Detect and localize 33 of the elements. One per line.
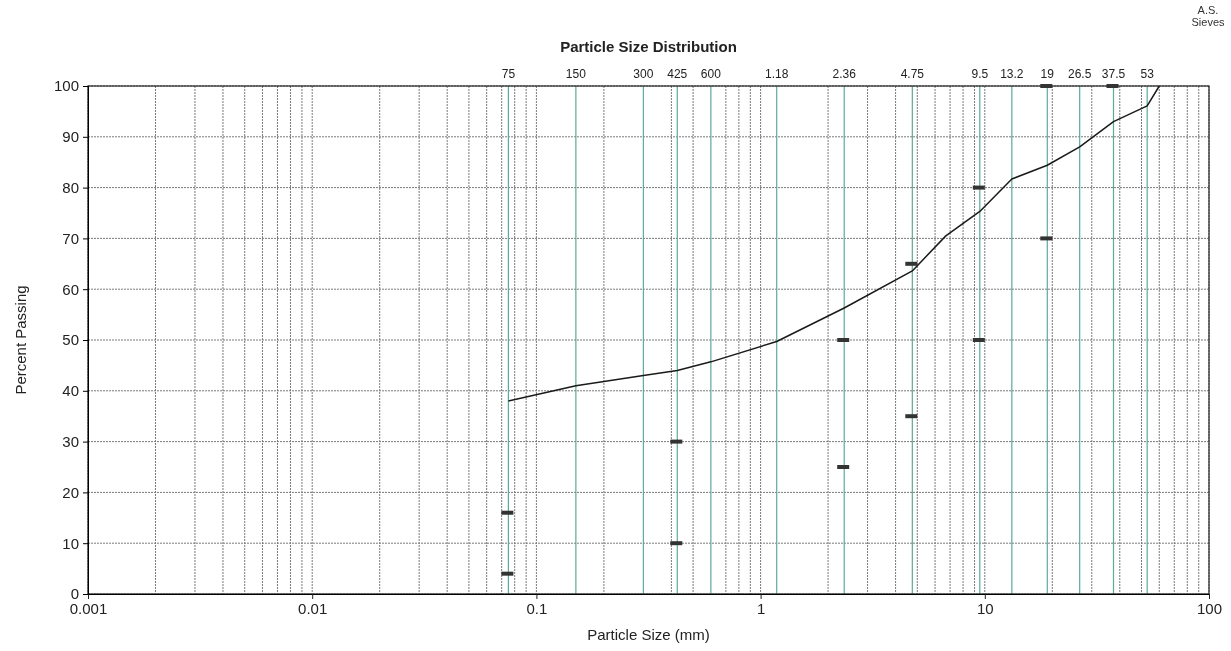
ref-line-label: 150 [565, 67, 587, 81]
y-tick-label: 30 [62, 432, 79, 450]
ref-line-label: 13.2 [1000, 67, 1024, 81]
ref-line-label: 1.18 [765, 67, 789, 81]
x-tick-label: 1 [756, 599, 766, 617]
y-tick-label: 80 [62, 178, 79, 196]
chart-title: Particle Size Distribution [560, 38, 737, 55]
y-tick-label: 50 [62, 331, 79, 349]
ref-line-label: 26.5 [1068, 67, 1092, 81]
text: A.S. Sieves [1191, 4, 1225, 28]
ref-line-label: 53 [1140, 67, 1155, 81]
x-tick-label: 100 [1196, 599, 1223, 617]
y-tick-label: 60 [62, 280, 79, 298]
y-tick-label: 10 [62, 534, 79, 552]
y-tick-label: 70 [62, 229, 79, 247]
y-tick-label: 20 [62, 483, 79, 501]
y-axis-title: Percent Passing [12, 285, 29, 395]
ref-line-label: 19 [1040, 67, 1055, 81]
y-tick-label: 40 [62, 382, 79, 400]
ref-line-label: 2.36 [832, 67, 857, 81]
x-tick-label: 0.1 [526, 599, 548, 617]
ref-line-label: 75 [501, 67, 516, 81]
ref-line-label: 9.5 [971, 67, 989, 81]
y-tick-label: 90 [62, 128, 79, 146]
x-axis-title: Particle Size (mm) [587, 626, 710, 643]
ref-line-label: 4.75 [900, 67, 925, 81]
y-tick-label: 100 [53, 77, 79, 95]
x-tick-label: 10 [976, 599, 994, 617]
ref-line-label: 300 [633, 67, 654, 81]
ref-line-label: 37.5 [1101, 67, 1126, 81]
ref-line-label: 425 [667, 67, 688, 81]
x-tick-label: 0.01 [298, 599, 328, 617]
ref-line-label: 600 [700, 67, 722, 81]
